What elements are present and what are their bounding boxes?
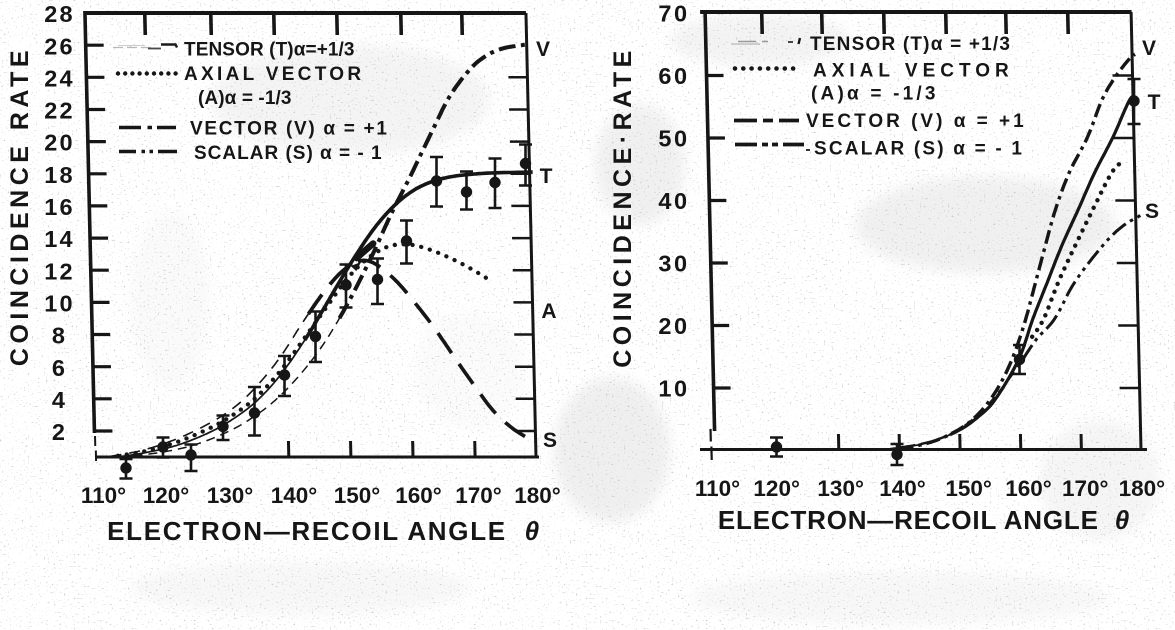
svg-text:70: 70 <box>658 1 689 27</box>
svg-text:2: 2 <box>52 419 67 445</box>
svg-text:V: V <box>536 38 550 61</box>
svg-text:20: 20 <box>658 313 689 339</box>
svg-text:10: 10 <box>658 376 689 402</box>
svg-text:(A)α = -1/3: (A)α = -1/3 <box>811 84 939 105</box>
svg-text:20: 20 <box>44 130 75 156</box>
svg-text:S: S <box>1145 200 1159 223</box>
svg-text:(A)α = -1/3: (A)α = -1/3 <box>198 88 292 109</box>
svg-text:180°: 180° <box>514 483 561 508</box>
svg-text:160°: 160° <box>395 483 442 508</box>
svg-text:170°: 170° <box>1062 476 1109 501</box>
svg-text:24: 24 <box>44 65 75 91</box>
svg-text:110°: 110° <box>81 483 126 508</box>
svg-text:SCALAR (S) α = - 1: SCALAR (S) α = - 1 <box>194 143 383 164</box>
svg-text:120°: 120° <box>143 483 190 508</box>
svg-text:COINCIDENCE·RATE: COINCIDENCE·RATE <box>609 46 637 368</box>
svg-text:22: 22 <box>44 98 75 124</box>
svg-text:170°: 170° <box>455 483 502 508</box>
svg-text:T: T <box>540 165 553 188</box>
svg-text:SCALAR (S) α = - 1: SCALAR (S) α = - 1 <box>814 139 1024 160</box>
svg-text:8: 8 <box>52 323 67 349</box>
svg-text:130°: 130° <box>817 476 864 501</box>
svg-text:COINCIDENCE RATE: COINCIDENCE RATE <box>6 46 34 366</box>
svg-text:A: A <box>541 300 556 323</box>
svg-text:6: 6 <box>52 355 67 381</box>
svg-text:130°: 130° <box>207 483 254 508</box>
svg-text:30: 30 <box>658 251 689 277</box>
svg-text:T: T <box>1148 91 1161 114</box>
svg-text:140°: 140° <box>271 483 318 508</box>
svg-text:120°: 120° <box>753 476 800 501</box>
svg-text:VECTOR (V) α = +1: VECTOR (V) α = +1 <box>806 111 1027 132</box>
svg-text:ELECTRON—RECOIL ANGLE θ: ELECTRON—RECOIL ANGLE θ <box>107 516 541 546</box>
svg-text:12: 12 <box>44 258 75 284</box>
svg-text:ELECTRON—RECOIL ANGLE θ: ELECTRON—RECOIL ANGLE θ <box>718 505 1130 535</box>
svg-text:VECTOR (V) α = +1: VECTOR (V) α = +1 <box>190 119 389 140</box>
svg-text:180°: 180° <box>1119 476 1166 501</box>
svg-text:V: V <box>1142 37 1156 60</box>
svg-text:14: 14 <box>44 226 75 252</box>
svg-text:110°: 110° <box>695 476 740 501</box>
svg-text:16: 16 <box>44 194 75 220</box>
svg-text:18: 18 <box>44 162 75 188</box>
svg-text:AXIAL VECTOR: AXIAL VECTOR <box>184 64 364 85</box>
svg-text:10: 10 <box>44 290 75 316</box>
svg-text:150°: 150° <box>945 476 992 501</box>
svg-text:AXIAL VECTOR: AXIAL VECTOR <box>813 61 1014 82</box>
svg-text:50: 50 <box>658 126 689 152</box>
svg-text:TENSOR (T)α = +1/3: TENSOR (T)α = +1/3 <box>810 34 1011 55</box>
svg-text:4: 4 <box>52 387 67 413</box>
svg-text:26: 26 <box>44 33 75 59</box>
svg-text:28: 28 <box>44 1 75 27</box>
svg-text:40: 40 <box>658 188 689 214</box>
svg-text:150°: 150° <box>334 483 381 508</box>
svg-text:TENSOR (T)α=+1/3: TENSOR (T)α=+1/3 <box>184 40 355 61</box>
svg-text:160°: 160° <box>1005 476 1052 501</box>
svg-text:140°: 140° <box>879 476 926 501</box>
svg-text:S: S <box>543 429 557 452</box>
svg-text:60: 60 <box>658 63 689 89</box>
